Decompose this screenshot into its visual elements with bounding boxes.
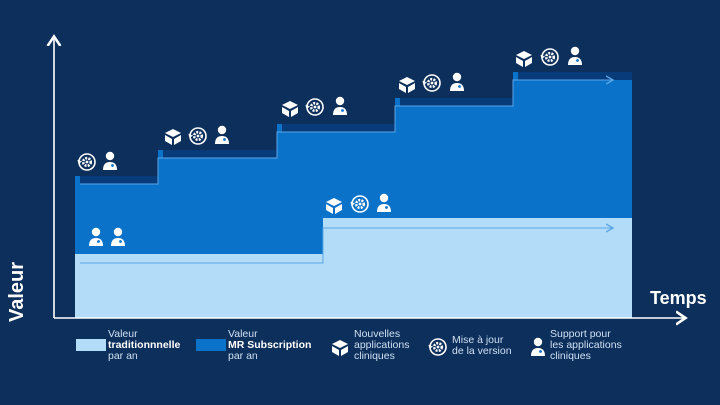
- legend-support-line3: cliniques: [550, 350, 591, 362]
- subscription-band: [80, 176, 158, 184]
- update-icon: [428, 337, 448, 357]
- legend-new-apps-line1: Nouvelles: [354, 328, 401, 340]
- step-4-icons: [399, 72, 464, 93]
- support-icon: [215, 125, 229, 144]
- legend-update-line1: Mise à jour: [452, 334, 504, 346]
- legend-support-line1: Support pour: [550, 328, 611, 340]
- y-axis-label: Valeur: [6, 261, 28, 322]
- legend-traditional-line1: Valeur: [108, 328, 138, 340]
- support-icon: [568, 46, 582, 65]
- traditional-swatch: [76, 339, 106, 351]
- update-icon: [421, 73, 442, 93]
- legend-subscription-line2: MR Subscription: [228, 339, 312, 351]
- update-icon: [304, 97, 325, 117]
- x-axis-label: Temps: [650, 288, 707, 308]
- legend-subscription-line1: Valeur: [228, 328, 258, 340]
- subscription-band: [282, 124, 395, 132]
- support-icon: [103, 151, 117, 170]
- subscription-band: [518, 72, 632, 80]
- legend-support-line2: les applications: [550, 339, 622, 351]
- traditional-value-area: [75, 218, 632, 318]
- subscription-band: [400, 98, 513, 106]
- legend-new-apps-line2: applications: [354, 339, 410, 351]
- legend-new-apps-line3: cliniques: [354, 350, 395, 362]
- step-1-icons: [76, 151, 117, 172]
- legend-subscription-line3: par an: [228, 350, 258, 362]
- update-icon: [76, 152, 97, 172]
- support-icon: [531, 337, 545, 356]
- legend-traditional-line2: traditionnnelle: [108, 339, 181, 351]
- subscription-swatch: [196, 339, 226, 351]
- box-icon: [399, 77, 415, 93]
- support-icon: [333, 96, 347, 115]
- legend: Valeur traditionnnelle par an Valeur MR …: [76, 328, 696, 368]
- support-icon: [450, 72, 464, 91]
- box-icon: [282, 101, 298, 117]
- update-icon: [187, 126, 208, 146]
- legend-traditional-line3: par an: [108, 350, 138, 362]
- legend-update-line2: de la version: [452, 345, 512, 357]
- box-icon: [516, 51, 532, 67]
- step-3-icons: [282, 96, 347, 117]
- step-5-icons: [516, 46, 582, 67]
- box-icon: [165, 129, 181, 145]
- box-icon: [332, 340, 348, 356]
- subscription-band: [163, 150, 277, 158]
- traditional-trend-arrow: [80, 228, 612, 264]
- subscription-trend-arrow: [80, 80, 612, 185]
- update-icon: [539, 47, 560, 67]
- step-2-icons: [165, 125, 229, 146]
